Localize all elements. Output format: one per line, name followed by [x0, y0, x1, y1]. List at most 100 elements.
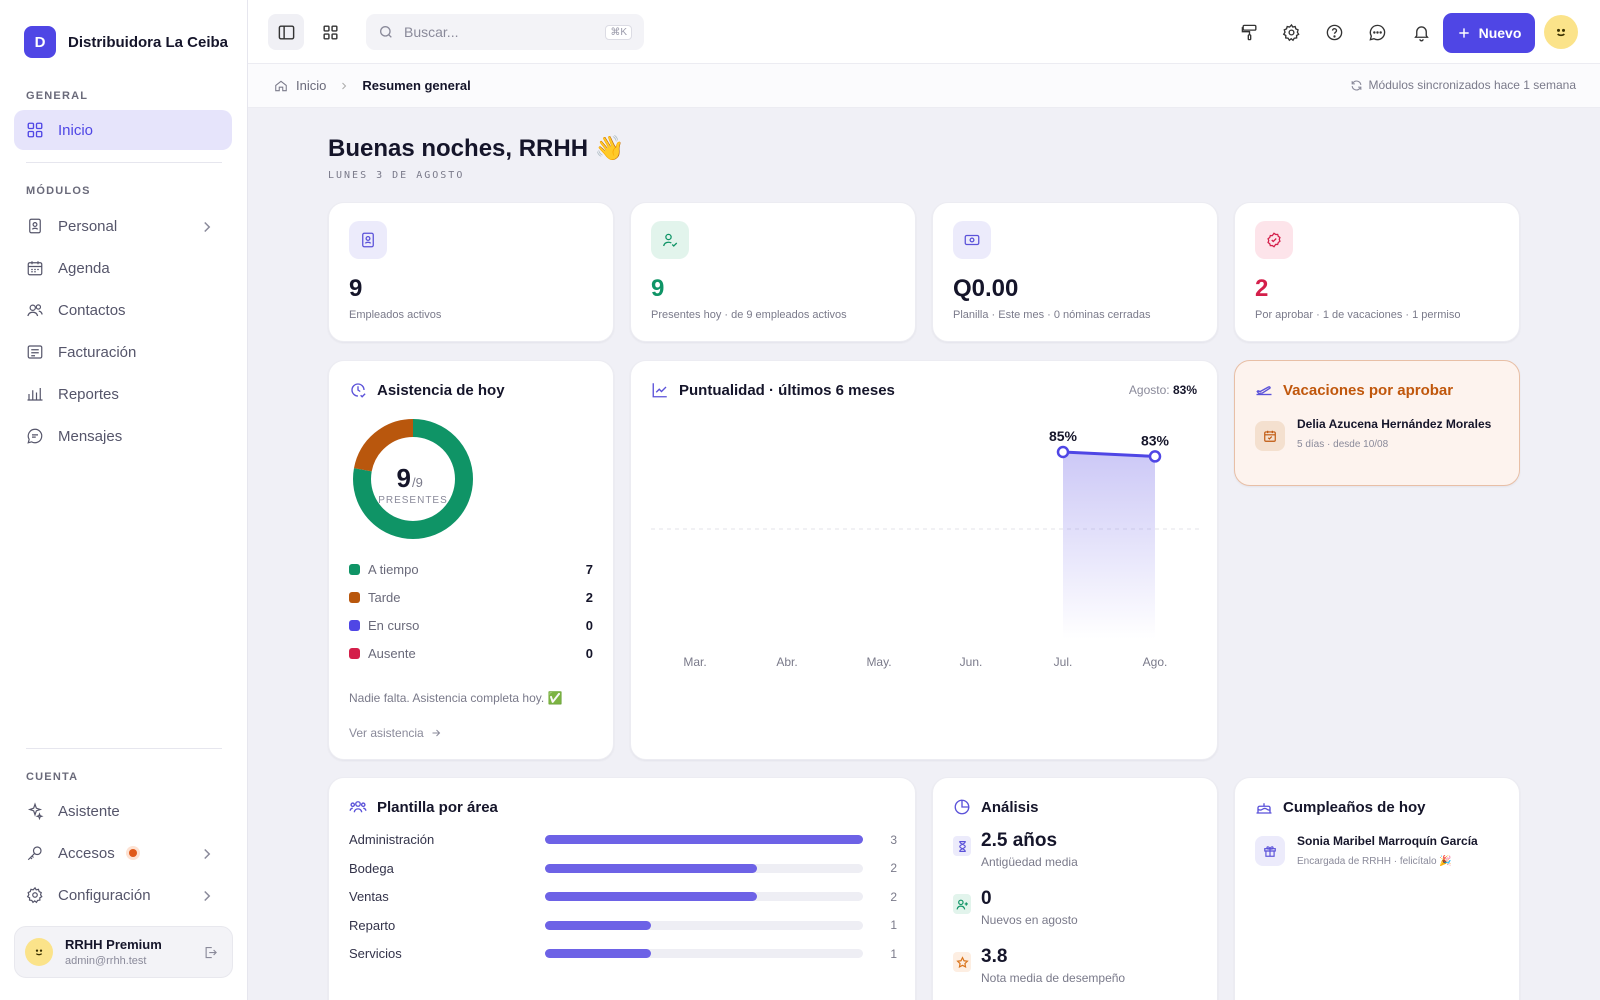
area-row: Servicios 1: [349, 946, 897, 961]
gift-icon: [1264, 846, 1276, 857]
birthday-name: Sonia Maribel Marroquín García: [1297, 834, 1478, 848]
legend-row-on-time: A tiempo 7: [349, 562, 593, 577]
analysis-caption: Nuevos en agosto: [981, 913, 1078, 927]
stat-value: 9: [651, 275, 665, 302]
logout-icon[interactable]: [203, 945, 218, 960]
grid-icon: [322, 24, 338, 40]
donut-total: /9: [412, 475, 423, 490]
data-point[interactable]: [1056, 445, 1070, 459]
donut-present-value: 9: [397, 463, 411, 493]
x-tick-label: Mar.: [683, 655, 706, 669]
breadcrumb: Inicio Resumen general Módulos sincroniz…: [248, 64, 1600, 108]
area-bar-track: [545, 920, 863, 930]
stat-caption: Por aprobar · 1 de vacaciones · 1 permis…: [1255, 309, 1461, 321]
link-text: Ver asistencia: [349, 726, 424, 740]
sidebar-item-mensajes[interactable]: Mensajes: [14, 416, 232, 456]
breadcrumb-home[interactable]: Inicio: [296, 78, 327, 93]
view-attendance-link[interactable]: Ver asistencia: [349, 726, 442, 740]
vacation-info: Delia Azucena Hernández Morales 5 días ·…: [1297, 417, 1491, 451]
legend-label: A tiempo: [368, 562, 419, 577]
plus-icon: [1458, 28, 1469, 38]
area-label: Bodega: [349, 860, 394, 876]
sidebar-item-contactos[interactable]: Contactos: [14, 290, 232, 330]
areas-card: Plantilla por área Administración 3 Bodega…: [328, 777, 916, 1000]
search-shortcut: ⌘K: [605, 24, 632, 40]
new-button[interactable]: Nuevo: [1443, 13, 1535, 53]
latest-value: Agosto: 83%: [1129, 383, 1197, 397]
user-email: admin@rrhh.test: [65, 955, 147, 967]
legend-label: Ausente: [368, 646, 416, 661]
data-point[interactable]: [1148, 450, 1162, 463]
toggle-sidebar-button[interactable]: [268, 14, 304, 50]
notifications-button[interactable]: [1403, 14, 1439, 50]
sidebar-item-accesos[interactable]: Accesos: [14, 833, 232, 873]
stat-card-employees[interactable]: 9 Empleados activos: [328, 202, 614, 342]
chat-button[interactable]: [1359, 14, 1395, 50]
sidebar-panel-icon: [278, 24, 294, 40]
area-bar-fill: [545, 892, 757, 902]
settings-button[interactable]: [1273, 14, 1309, 50]
sidebar-item-personal[interactable]: Personal: [14, 206, 232, 246]
card-title: Vacaciones por aprobar: [1255, 381, 1453, 399]
stat-card-pending[interactable]: 2 Por aprobar · 1 de vacaciones · 1 perm…: [1234, 202, 1520, 342]
card-title-text: Asistencia de hoy: [377, 381, 505, 399]
page-date: LUNES 3 DE AGOSTO: [328, 170, 465, 181]
sidebar-item-label: Asistente: [58, 802, 120, 820]
user-card[interactable]: RRHH Premium admin@rrhh.test: [14, 926, 233, 978]
stat-card-present[interactable]: 9 Presentes hoy · de 9 empleados activos: [630, 202, 916, 342]
legend-value: 0: [585, 618, 593, 633]
brand-logo: D: [24, 26, 56, 58]
stat-card-payroll[interactable]: Q0.00 Planilla · Este mes · 0 nóminas ce…: [932, 202, 1218, 342]
id-badge-icon: [29, 218, 41, 234]
birthday-item[interactable]: Sonia Maribel Marroquín García Encargada…: [1255, 834, 1478, 867]
area-count: 2: [890, 889, 897, 904]
user-avatar-button[interactable]: [1544, 15, 1578, 49]
card-title-text: Cumpleaños de hoy: [1283, 798, 1426, 816]
latest-number: 83%: [1172, 383, 1197, 397]
x-tick-label: Abr.: [776, 655, 797, 669]
analysis-item-new-hires: 0 Nuevos en agosto: [953, 888, 1078, 927]
help-button[interactable]: [1316, 14, 1352, 50]
brand[interactable]: D Distribuidora La Ceiba: [24, 26, 228, 58]
sidebar-item-label: Mensajes: [58, 427, 123, 445]
birthdays-card: Cumpleaños de hoy Sonia Maribel Marroquí…: [1234, 777, 1520, 1000]
stat-icon-bg: [651, 221, 689, 259]
chat-icon: [1368, 24, 1385, 41]
sidebar-item-facturacion[interactable]: Facturación: [14, 332, 232, 372]
card-title-text: Plantilla por área: [377, 798, 498, 816]
vacation-request-item[interactable]: Delia Azucena Hernández Morales 5 días ·…: [1255, 417, 1491, 451]
area-bar-track: [545, 892, 863, 902]
area-bar-fill: [545, 863, 757, 873]
legend-swatch: [349, 648, 360, 659]
search-box[interactable]: ⌘K: [366, 14, 644, 50]
analysis-text: 3.8 Nota media de desempeño: [981, 946, 1125, 985]
gear-icon: [1282, 23, 1300, 41]
sidebar-item-agenda[interactable]: Agenda: [14, 248, 232, 288]
calendar-check-icon: [1264, 430, 1276, 442]
sidebar-item-reportes[interactable]: Reportes: [14, 374, 232, 414]
attendance-note: Nadie falta. Asistencia completa hoy. ✅: [349, 691, 563, 705]
sidebar-item-label: Agenda: [58, 259, 110, 277]
sidebar-item-asistente[interactable]: Asistente: [14, 791, 232, 831]
home-icon: [275, 80, 287, 91]
stat-caption: Empleados activos: [349, 309, 442, 321]
chevron-right-icon: [204, 848, 211, 860]
vacation-detail: 5 días · desde 10/08: [1297, 439, 1389, 450]
star-icon: [955, 955, 969, 968]
arrow-right-icon: [432, 729, 440, 737]
sidebar-item-inicio[interactable]: Inicio: [14, 110, 232, 150]
area-bar-track: [545, 835, 863, 844]
card-title: Puntualidad · últimos 6 meses: [651, 381, 895, 399]
apps-button[interactable]: [312, 14, 348, 50]
sidebar-item-configuracion[interactable]: Configuración: [14, 875, 232, 915]
topbar: ⌘K Nuevo: [248, 0, 1600, 64]
card-title-text: Vacaciones por aprobar: [1283, 381, 1454, 399]
grid-icon: [27, 122, 43, 138]
vacation-icon-bg: [1255, 421, 1285, 451]
user-plus-icon: [955, 899, 968, 910]
search-input[interactable]: [404, 24, 584, 40]
team-icon: [349, 801, 367, 813]
legend-swatch: [349, 620, 360, 631]
paint-roller-button[interactable]: [1231, 14, 1267, 50]
attendance-donut: 9 /9 PRESENTES: [353, 419, 473, 539]
